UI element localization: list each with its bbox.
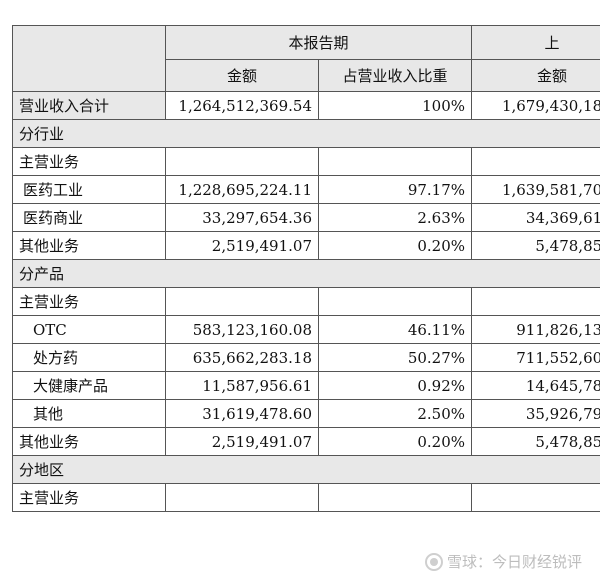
row-label: 大健康产品 [12, 371, 166, 400]
row-ratio [317, 287, 473, 316]
row-ratio: 0.20% [317, 427, 473, 456]
row-amount: 583,123,160.08 [165, 315, 319, 344]
header-prior-period: 上 [471, 25, 600, 60]
revenue-table-container: 本报告期 上 金额 占营业收入比重 金额 营业收入合计 1,264,512,369… [12, 25, 600, 545]
row-ratio [317, 147, 473, 176]
row-prior-amount: 711,552,603.4 [471, 343, 600, 372]
row-ratio: 2.63% [317, 203, 473, 232]
row-prior-amount: 911,826,139.8 [471, 315, 600, 344]
header-amount: 金额 [165, 59, 319, 92]
row-label: 营业收入合计 [12, 91, 166, 120]
row-ratio: 100% [317, 91, 473, 120]
header-ratio: 占营业收入比重 [317, 59, 473, 92]
table-row: 主营业务 [12, 147, 600, 176]
row-prior-amount: 1,639,581,705.2 [471, 175, 600, 204]
row-label: 主营业务 [12, 287, 166, 316]
row-label: 其他业务 [12, 427, 166, 456]
row-ratio: 2.50% [317, 399, 473, 428]
row-label: 分行业 [12, 119, 600, 148]
row-prior-amount: 14,645,781.3 [471, 371, 600, 400]
row-label: 分地区 [12, 455, 600, 484]
table-row: 主营业务 [12, 287, 600, 316]
row-amount [165, 483, 319, 512]
watermark: 雪球：今日财经锐评 [424, 551, 582, 572]
row-label: 其他业务 [12, 231, 166, 260]
row-prior-amount: 34,369,615.0 [471, 203, 600, 232]
row-amount: 1,264,512,369.54 [165, 91, 319, 120]
table-section-row: 分行业 [12, 119, 600, 148]
row-label: 分产品 [12, 259, 600, 288]
row-ratio [317, 483, 473, 512]
watermark-text: 雪球：今日财经锐评 [446, 553, 582, 571]
row-amount: 2,519,491.07 [165, 231, 319, 260]
table-section-row: 分地区 [12, 455, 600, 484]
row-amount [165, 287, 319, 316]
row-amount: 1,228,695,224.11 [165, 175, 319, 204]
header-row-1: 本报告期 上 [12, 25, 600, 92]
header-row-2: 金额 占营业收入比重 金额 [13, 59, 600, 92]
row-ratio: 97.17% [317, 175, 473, 204]
row-ratio: 50.27% [317, 343, 473, 372]
header-amount-prior: 金额 [471, 59, 600, 92]
table-row: 主营业务 [12, 483, 600, 512]
row-prior-amount [471, 287, 600, 316]
row-amount: 33,297,654.36 [165, 203, 319, 232]
table-section-row: 分产品 [12, 259, 600, 288]
row-label: 其他 [12, 399, 166, 428]
row-label: OTC [12, 315, 166, 344]
row-prior-amount: 35,926,796.2 [471, 399, 600, 428]
table-row: 营业收入合计1,264,512,369.54100%1,679,430,180.… [12, 91, 600, 120]
row-amount: 635,662,283.18 [165, 343, 319, 372]
row-label: 医药工业 [12, 175, 166, 204]
header-current-period: 本报告期 [164, 25, 473, 60]
header-blank-cell [12, 25, 166, 92]
row-amount: 11,587,956.61 [165, 371, 319, 400]
row-prior-amount: 5,478,859.4 [471, 231, 600, 260]
row-label: 主营业务 [12, 147, 166, 176]
row-label: 医药商业 [12, 203, 166, 232]
row-prior-amount [471, 483, 600, 512]
row-ratio: 0.92% [317, 371, 473, 400]
table-row: 医药工业1,228,695,224.1197.17%1,639,581,705.… [12, 175, 600, 204]
row-amount: 2,519,491.07 [165, 427, 319, 456]
revenue-table: 本报告期 上 金额 占营业收入比重 金额 营业收入合计 1,264,512,369… [12, 25, 600, 512]
row-ratio: 46.11% [317, 315, 473, 344]
snowball-icon [424, 552, 443, 571]
row-amount [165, 147, 319, 176]
row-label: 处方药 [12, 343, 166, 372]
row-prior-amount [471, 147, 600, 176]
row-prior-amount: 1,679,430,180.1 [471, 91, 600, 120]
row-amount: 31,619,478.60 [165, 399, 319, 428]
row-prior-amount: 5,478,859.4 [471, 427, 600, 456]
row-label: 主营业务 [12, 483, 166, 512]
row-ratio: 0.20% [317, 231, 473, 260]
